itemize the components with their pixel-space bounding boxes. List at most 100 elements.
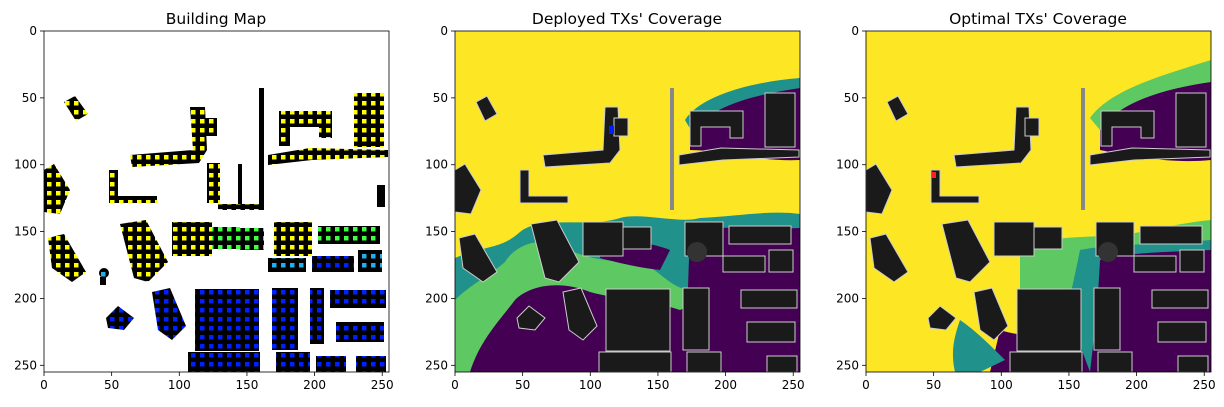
- x-tick-label: 0: [451, 378, 459, 392]
- building-block: [318, 226, 380, 244]
- building-block: [740, 289, 798, 309]
- building-block: [613, 117, 629, 137]
- building-block: [240, 228, 264, 250]
- y-tick-label: 250: [836, 358, 859, 372]
- building-block: [64, 96, 88, 121]
- building-block: [1016, 288, 1082, 352]
- building-block: [1179, 249, 1205, 273]
- building-block: [195, 289, 259, 351]
- building-block: [689, 110, 744, 147]
- building-block: [358, 250, 382, 272]
- building-block: [356, 356, 386, 372]
- building-block: [542, 106, 621, 168]
- building-block: [582, 221, 624, 257]
- y-tick-label: 0: [29, 24, 37, 38]
- x-tick-label: 100: [579, 378, 602, 392]
- building-block: [99, 268, 109, 278]
- building-block: [993, 221, 1035, 257]
- building-block: [48, 234, 86, 282]
- building-block: [941, 219, 991, 283]
- building-block: [212, 227, 240, 249]
- building-block: [927, 305, 957, 331]
- plot-frame: [454, 30, 801, 373]
- building-block: [1033, 226, 1063, 250]
- x-tick-label: 0: [862, 378, 870, 392]
- building-block: [622, 226, 652, 250]
- building-block: [377, 185, 385, 207]
- building-block: [1151, 289, 1209, 309]
- building-map-panel: Building Map: [14, 10, 394, 392]
- x-tick-label: 50: [926, 378, 941, 392]
- y-tick-label: 0: [440, 24, 448, 38]
- y-tick-label: 150: [14, 225, 37, 239]
- building-map-image: [44, 31, 389, 372]
- optimal-coverage-panel: Optimal TXs' Coverage: [836, 10, 1216, 392]
- x-tick-label: 150: [1057, 378, 1080, 392]
- building-block: [106, 306, 134, 330]
- optimal-coverage-image: [866, 31, 1211, 372]
- y-tick-label: 50: [433, 91, 448, 105]
- x-tick-label: 100: [168, 378, 191, 392]
- building-block: [1093, 287, 1121, 351]
- building-block: [336, 322, 384, 342]
- building-block: [1157, 321, 1207, 343]
- y-tick-label: 100: [14, 158, 37, 172]
- x-tick-label: 50: [104, 378, 119, 392]
- panel3-title: Optimal TXs' Coverage: [949, 10, 1127, 28]
- building-block: [766, 355, 798, 372]
- coverage-mid-region: [685, 78, 800, 132]
- building-block: [686, 351, 722, 372]
- building-block: [722, 255, 766, 273]
- y-tick-label: 0: [851, 24, 859, 38]
- building-block: [869, 233, 909, 283]
- transmitter-marker: [932, 172, 936, 178]
- building-block: [330, 290, 386, 308]
- x-tick-label: 250: [371, 378, 394, 392]
- x-tick-label: 50: [515, 378, 530, 392]
- building-block: [272, 288, 298, 350]
- x-tick-label: 200: [1125, 378, 1148, 392]
- building-block: [1009, 351, 1083, 372]
- x-tick-label: 100: [990, 378, 1013, 392]
- building-block: [768, 249, 794, 273]
- building-block: [678, 147, 800, 166]
- y-tick-label: 50: [844, 91, 859, 105]
- building-block: [274, 222, 312, 256]
- building-block: [276, 352, 310, 372]
- building-block: [120, 220, 168, 282]
- building-block: [268, 258, 306, 272]
- building-block: [1100, 110, 1155, 147]
- building-block: [207, 163, 220, 203]
- deployed-coverage-panel: Deployed TXs' Coverage: [425, 10, 805, 392]
- building-block: [670, 88, 674, 210]
- plot-frame: [43, 30, 390, 373]
- building-block: [152, 288, 186, 340]
- x-tick-label: 150: [235, 378, 258, 392]
- y-tick-label: 250: [14, 358, 37, 372]
- building-block: [682, 287, 710, 351]
- x-tick-label: 150: [646, 378, 669, 392]
- building-block: [44, 164, 70, 214]
- coverage-mid-region: [952, 320, 1005, 372]
- y-tick-label: 150: [836, 225, 859, 239]
- x-tick-label: 250: [782, 378, 805, 392]
- y-tick-label: 200: [425, 291, 448, 305]
- y-tick-label: 250: [425, 358, 448, 372]
- building-block: [203, 118, 217, 136]
- building-block: [1139, 225, 1203, 245]
- building-block: [530, 219, 580, 283]
- building-block: [1081, 88, 1085, 210]
- y-tick-label: 200: [14, 291, 37, 305]
- plot-frame: [865, 30, 1212, 373]
- building-block: [475, 95, 498, 122]
- x-tick-label: 200: [714, 378, 737, 392]
- y-tick-label: 50: [22, 91, 37, 105]
- building-block: [1089, 147, 1211, 166]
- building-block: [1024, 117, 1040, 137]
- building-block: [279, 111, 332, 146]
- building-block: [458, 233, 498, 283]
- building-block: [1175, 92, 1207, 148]
